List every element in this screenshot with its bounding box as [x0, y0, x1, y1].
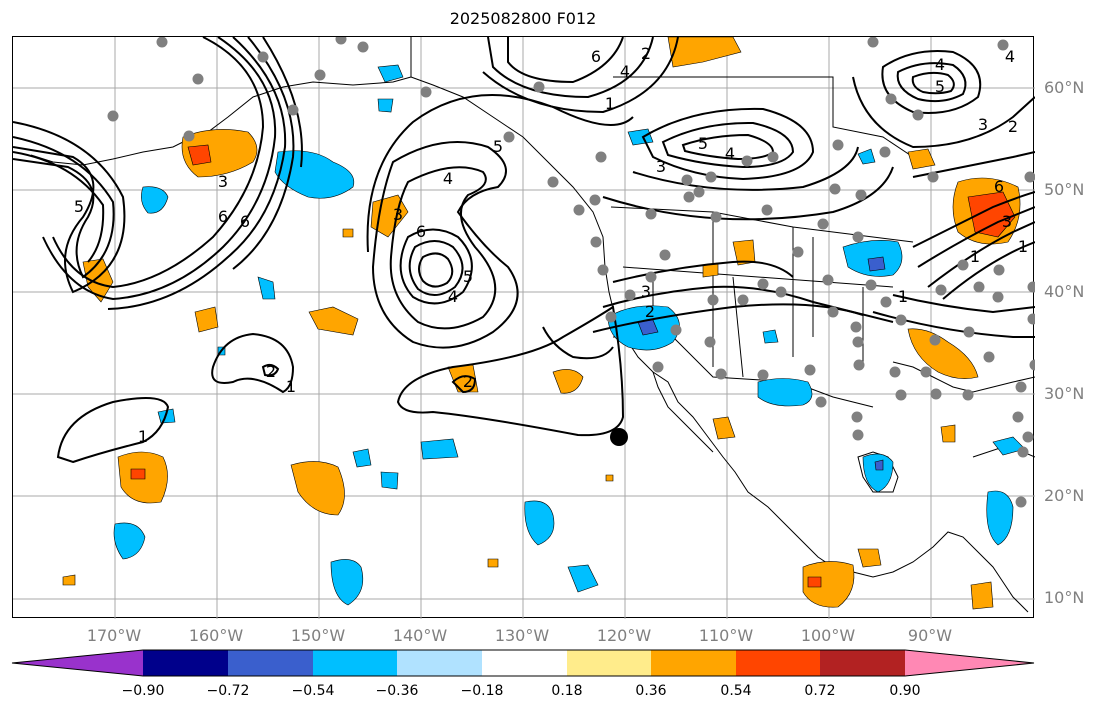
- colorbar-segment: [482, 650, 567, 676]
- graticule: [13, 37, 1035, 619]
- lat-label: 20°N: [1044, 486, 1085, 505]
- target-point-marker: [610, 428, 628, 446]
- colorbar-tick: 0.72: [804, 683, 836, 699]
- contour-label: 3: [218, 172, 228, 191]
- contour-label: 5: [698, 134, 708, 153]
- map-title: 2025082800 F012: [449, 9, 597, 28]
- lon-label: 160°W: [188, 626, 244, 645]
- colorbar-segment: [313, 650, 397, 676]
- contour-label: 2: [463, 372, 473, 391]
- colorbar-tick: −0.18: [460, 683, 504, 699]
- colorbar-tick: 0.36: [635, 683, 667, 699]
- contour-label: 6: [218, 207, 228, 226]
- lat-label: 30°N: [1044, 384, 1085, 403]
- contour-label: 4: [935, 55, 945, 74]
- colorbar-segment: [397, 650, 482, 676]
- contour-label: 3: [393, 205, 403, 224]
- colorbar-segment: [736, 650, 820, 676]
- positive-anomaly-shading: [62, 37, 1021, 610]
- map-canvas: 6 4 2 1 5 3 6 4 5 3 4 5 3 2 1 6 6 4 3 2 …: [13, 37, 1035, 619]
- contour-label: 6: [994, 177, 1004, 196]
- colorbar-tick: −0.72: [206, 683, 250, 699]
- lat-label: 10°N: [1044, 588, 1085, 607]
- contour-label: 3: [656, 157, 666, 176]
- contour-label: 4: [620, 62, 630, 81]
- contour-label: 2: [645, 302, 655, 321]
- contour-label: 6: [416, 222, 426, 241]
- contour-label: 3: [978, 115, 988, 134]
- station-markers: [107, 37, 1035, 508]
- colorbar-segment: [143, 650, 228, 676]
- lon-label: 170°W: [86, 626, 142, 645]
- colorbar-tick: −0.54: [291, 683, 335, 699]
- contour-label: 3: [641, 282, 651, 301]
- contour-label: 2: [266, 362, 276, 381]
- colorbar-tick: −0.36: [375, 683, 419, 699]
- lon-label: 110°W: [698, 626, 754, 645]
- lon-label: 120°W: [596, 626, 652, 645]
- contour-label: 5: [935, 77, 945, 96]
- contour-label: 4: [1005, 47, 1015, 66]
- contour-label: 1: [970, 247, 980, 266]
- contour-label: 6: [591, 47, 601, 66]
- contour-label: 1: [138, 427, 148, 446]
- lon-label: 90°W: [907, 626, 953, 645]
- colorbar-tick: −0.90: [121, 683, 165, 699]
- contour-label: 5: [493, 137, 503, 156]
- contour-label: 1: [286, 377, 296, 396]
- negative-anomaly-shading: [113, 64, 1026, 606]
- contour-label: 5: [463, 267, 473, 286]
- lat-label: 60°N: [1044, 78, 1085, 97]
- lat-label: 40°N: [1044, 282, 1085, 301]
- contour-label: 1: [898, 287, 908, 306]
- colorbar-segment: [651, 650, 736, 676]
- lon-label: 140°W: [392, 626, 448, 645]
- colorbar-segment: [228, 650, 313, 676]
- contour-label: 6: [240, 212, 250, 231]
- contour-label: 4: [443, 169, 453, 188]
- coastlines: [30, 37, 1035, 613]
- colorbar-segment: [567, 650, 651, 676]
- contour-lines: [13, 37, 1035, 464]
- map-panel: 6 4 2 1 5 3 6 4 5 3 4 5 3 2 1 6 6 4 3 2 …: [12, 36, 1035, 619]
- lon-label: 100°W: [800, 626, 856, 645]
- contour-labels: 6 4 2 1 5 3 6 4 5 3 4 5 3 2 1 6 6 4 3 2 …: [74, 44, 1028, 446]
- contour-label: 5: [74, 197, 84, 216]
- colorbar-tick: 0.54: [720, 683, 752, 699]
- contour-label: 4: [448, 287, 458, 306]
- colorbar-tick: 0.90: [889, 683, 921, 699]
- colorbar-segment: [905, 650, 1034, 676]
- lat-label: 50°N: [1044, 180, 1085, 199]
- contour-label: 2: [1008, 117, 1018, 136]
- contour-label: 1: [1018, 237, 1028, 256]
- colorbar-segment: [820, 650, 905, 676]
- colorbar: [11, 649, 1035, 677]
- lon-label: 130°W: [494, 626, 550, 645]
- contour-label: 3: [1002, 212, 1012, 231]
- contour-label: 4: [725, 144, 735, 163]
- contour-label: 1: [605, 94, 615, 113]
- lon-label: 150°W: [290, 626, 346, 645]
- colorbar-segment: [12, 650, 143, 676]
- contour-label: 2: [641, 44, 651, 63]
- colorbar-tick: 0.18: [551, 683, 583, 699]
